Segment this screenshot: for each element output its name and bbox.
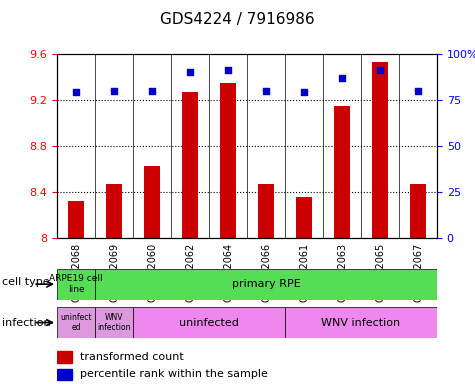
Bar — [258, 184, 274, 238]
Point — [376, 67, 384, 73]
Point — [338, 74, 346, 81]
Text: WNV infection: WNV infection — [322, 318, 400, 328]
Point — [414, 88, 422, 94]
Text: primary RPE: primary RPE — [232, 279, 300, 289]
Bar — [372, 62, 388, 238]
Point — [72, 89, 80, 96]
Text: transformed count: transformed count — [80, 352, 183, 362]
FancyBboxPatch shape — [133, 307, 285, 338]
Text: GDS4224 / 7916986: GDS4224 / 7916986 — [160, 12, 315, 26]
Text: cell type: cell type — [2, 277, 50, 287]
Bar — [334, 106, 350, 238]
Bar — [106, 184, 122, 238]
Bar — [296, 197, 312, 238]
Bar — [182, 92, 198, 238]
Text: percentile rank within the sample: percentile rank within the sample — [80, 369, 268, 379]
Point — [110, 88, 118, 94]
FancyBboxPatch shape — [57, 307, 95, 338]
Bar — [410, 184, 426, 238]
Text: ARPE19 cell
line: ARPE19 cell line — [49, 275, 103, 294]
Point — [262, 88, 270, 94]
Point — [148, 88, 156, 94]
Bar — [57, 369, 72, 380]
Text: infection: infection — [2, 318, 51, 328]
Text: uninfected: uninfected — [179, 318, 239, 328]
Point — [186, 69, 194, 75]
Point — [300, 89, 308, 96]
FancyBboxPatch shape — [95, 269, 437, 300]
Bar — [57, 351, 72, 363]
FancyBboxPatch shape — [57, 269, 95, 300]
FancyBboxPatch shape — [95, 307, 133, 338]
Bar — [68, 201, 84, 238]
Text: WNV
infection: WNV infection — [97, 313, 131, 332]
Text: uninfect
ed: uninfect ed — [60, 313, 92, 332]
Point — [224, 67, 232, 73]
Bar — [220, 83, 236, 238]
FancyBboxPatch shape — [285, 307, 437, 338]
Bar — [144, 166, 160, 238]
